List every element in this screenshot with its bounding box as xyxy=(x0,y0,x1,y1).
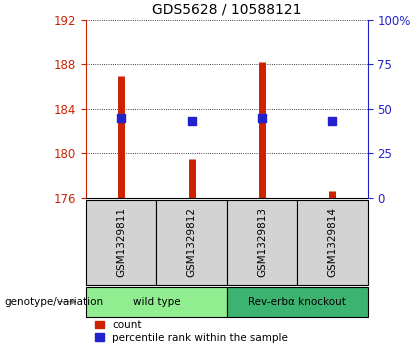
Bar xyxy=(227,200,297,285)
Bar xyxy=(86,287,227,317)
Bar xyxy=(297,200,368,285)
Bar xyxy=(86,200,156,285)
Text: GSM1329813: GSM1329813 xyxy=(257,207,267,277)
Legend: count, percentile rank within the sample: count, percentile rank within the sample xyxy=(91,316,292,347)
Bar xyxy=(156,200,227,285)
Point xyxy=(188,118,195,124)
Text: GSM1329814: GSM1329814 xyxy=(327,207,337,277)
Text: wild type: wild type xyxy=(133,297,180,307)
Text: GSM1329811: GSM1329811 xyxy=(116,207,126,277)
Text: genotype/variation: genotype/variation xyxy=(4,297,103,307)
Point xyxy=(329,118,336,124)
Text: GSM1329812: GSM1329812 xyxy=(186,207,197,277)
Text: Rev-erbα knockout: Rev-erbα knockout xyxy=(248,297,346,307)
Point xyxy=(259,115,265,121)
Title: GDS5628 / 10588121: GDS5628 / 10588121 xyxy=(152,2,302,16)
Bar xyxy=(227,287,368,317)
Point xyxy=(118,115,125,121)
